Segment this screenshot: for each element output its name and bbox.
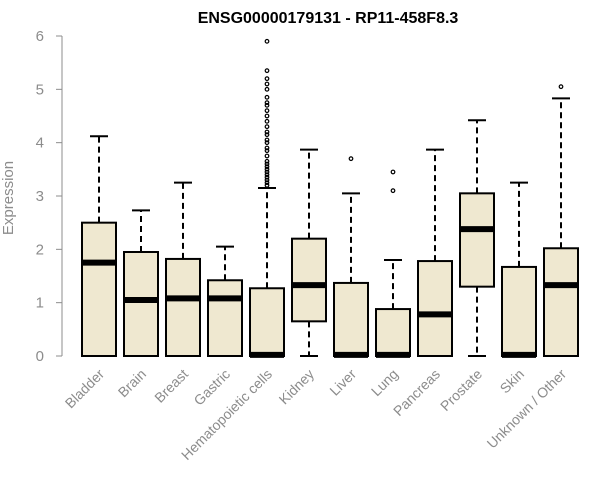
iqr-box [333, 281, 369, 357]
box-10 [459, 119, 495, 357]
outlier-point [264, 148, 270, 154]
box-4 [207, 245, 243, 357]
outlier-point [264, 81, 270, 87]
outlier-point [264, 153, 270, 159]
box-5 [249, 38, 285, 358]
x-tick-label: Bladder [62, 366, 108, 412]
x-tick-label: Breast [151, 366, 191, 406]
box-9 [417, 148, 453, 358]
outlier-point [390, 188, 396, 194]
x-tick-label: Kidney [276, 366, 318, 408]
outlier-point [264, 118, 270, 124]
y-tick-label: 4 [36, 135, 44, 152]
iqr-box [501, 265, 537, 357]
outlier-point [264, 177, 270, 183]
box-2 [123, 209, 159, 357]
box-12 [543, 84, 579, 357]
iqr-box [81, 221, 117, 357]
box-11 [501, 181, 537, 358]
x-tick-label: Skin [497, 366, 528, 397]
iqr-box [207, 279, 243, 357]
x-tick-label: Prostate [437, 366, 485, 414]
outlier-point [264, 113, 270, 119]
y-tick-label: 1 [36, 295, 44, 312]
outlier-point [264, 140, 270, 146]
iqr-box [249, 287, 285, 357]
outlier-point [264, 76, 270, 82]
box-1 [81, 135, 117, 357]
outlier-point [264, 137, 270, 143]
outlier-point [264, 182, 270, 188]
box-series [81, 38, 579, 358]
outlier-point [264, 174, 270, 180]
outlier-point [264, 129, 270, 135]
x-tick-label: Brain [115, 366, 149, 400]
outlier-point [264, 108, 270, 114]
outlier-point [264, 132, 270, 138]
y-tick-label: 5 [36, 81, 44, 98]
iqr-box [375, 308, 411, 358]
outlier-point [264, 94, 270, 100]
x-tick-label: Lung [368, 366, 401, 399]
outlier-point [264, 145, 270, 151]
outlier-point [264, 124, 270, 130]
chart-title: ENSG00000179131 - RP11-458F8.3 [198, 10, 459, 27]
y-tick-label: 6 [36, 28, 44, 45]
outlier-point [264, 161, 270, 167]
outlier-point [264, 180, 270, 186]
outlier-point [264, 169, 270, 175]
outlier-point [264, 164, 270, 170]
x-tick-label: Unknown / Other [484, 366, 570, 452]
box-8 [375, 169, 411, 358]
y-axis-label: Expression [0, 161, 17, 235]
iqr-box [165, 257, 201, 357]
outlier-point [264, 102, 270, 108]
y-axis: 0 1 2 3 4 5 6 [36, 28, 63, 365]
outlier-point [264, 68, 270, 74]
outlier-point [264, 166, 270, 172]
outlier-point [348, 156, 354, 162]
iqr-box [417, 260, 453, 358]
box-3 [165, 181, 201, 357]
iqr-box [123, 251, 159, 357]
y-tick-label: 3 [36, 188, 44, 205]
outlier-point [264, 172, 270, 178]
outlier-point [558, 84, 564, 90]
iqr-box [543, 247, 579, 357]
y-tick-label: 0 [36, 348, 44, 365]
box-7 [333, 156, 369, 358]
outlier-point [264, 100, 270, 106]
iqr-box [291, 237, 327, 323]
outlier-point [264, 86, 270, 92]
outlier-point [264, 158, 270, 164]
iqr-box [459, 192, 495, 288]
y-tick-label: 2 [36, 241, 44, 258]
outlier-point [264, 38, 270, 44]
x-tick-label: Liver [326, 366, 359, 399]
outlier-point [390, 169, 396, 175]
box-6 [291, 148, 327, 357]
x-tick-label: Pancreas [390, 366, 443, 419]
